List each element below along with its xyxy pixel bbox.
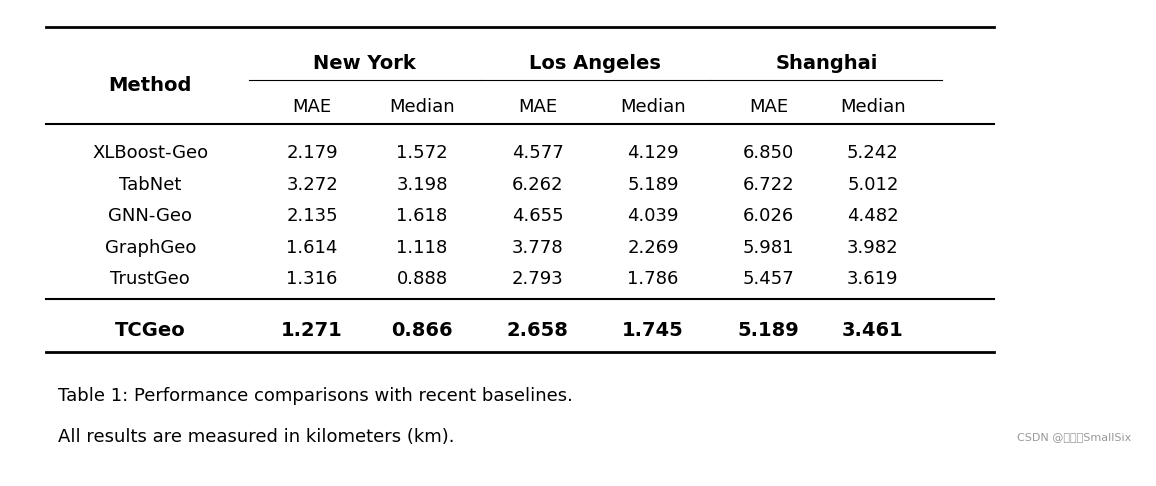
Text: 5.012: 5.012 bbox=[847, 175, 898, 194]
Text: 4.482: 4.482 bbox=[847, 207, 898, 226]
Text: 4.655: 4.655 bbox=[512, 207, 563, 226]
Text: All results are measured in kilometers (km).: All results are measured in kilometers (… bbox=[58, 428, 454, 447]
Text: 5.242: 5.242 bbox=[847, 144, 898, 162]
Text: New York: New York bbox=[313, 53, 415, 73]
Text: 6.850: 6.850 bbox=[743, 144, 794, 162]
Text: TCGeo: TCGeo bbox=[114, 321, 186, 340]
Text: GraphGeo: GraphGeo bbox=[104, 239, 197, 257]
Text: 2.793: 2.793 bbox=[512, 270, 563, 289]
Text: 5.457: 5.457 bbox=[743, 270, 794, 289]
Text: 1.618: 1.618 bbox=[397, 207, 447, 226]
Text: Median: Median bbox=[390, 98, 454, 116]
Text: Table 1: Performance comparisons with recent baselines.: Table 1: Performance comparisons with re… bbox=[58, 387, 572, 405]
Text: Median: Median bbox=[621, 98, 686, 116]
Text: GNN-Geo: GNN-Geo bbox=[109, 207, 192, 226]
Text: 5.189: 5.189 bbox=[738, 321, 800, 340]
Text: 3.198: 3.198 bbox=[397, 175, 447, 194]
Text: 1.271: 1.271 bbox=[281, 321, 343, 340]
Text: 0.866: 0.866 bbox=[391, 321, 453, 340]
Text: 1.745: 1.745 bbox=[622, 321, 684, 340]
Text: MAE: MAE bbox=[749, 98, 788, 116]
Text: 5.189: 5.189 bbox=[628, 175, 679, 194]
Text: 4.129: 4.129 bbox=[628, 144, 679, 162]
Text: TrustGeo: TrustGeo bbox=[111, 270, 190, 289]
Text: 6.722: 6.722 bbox=[743, 175, 794, 194]
Text: 0.888: 0.888 bbox=[397, 270, 447, 289]
Text: TabNet: TabNet bbox=[119, 175, 181, 194]
Text: MAE: MAE bbox=[518, 98, 557, 116]
Text: Los Angeles: Los Angeles bbox=[529, 53, 661, 73]
Text: 3.982: 3.982 bbox=[847, 239, 898, 257]
Text: Median: Median bbox=[840, 98, 905, 116]
Text: XLBoost-Geo: XLBoost-Geo bbox=[92, 144, 208, 162]
Text: 3.778: 3.778 bbox=[512, 239, 563, 257]
Text: 5.981: 5.981 bbox=[743, 239, 794, 257]
Text: 1.786: 1.786 bbox=[628, 270, 679, 289]
Text: 1.572: 1.572 bbox=[397, 144, 447, 162]
Text: 2.269: 2.269 bbox=[628, 239, 679, 257]
Text: 2.658: 2.658 bbox=[506, 321, 569, 340]
Text: 6.262: 6.262 bbox=[512, 175, 563, 194]
Text: 1.118: 1.118 bbox=[397, 239, 447, 257]
Text: 4.039: 4.039 bbox=[628, 207, 679, 226]
Text: 1.614: 1.614 bbox=[287, 239, 338, 257]
Text: 3.272: 3.272 bbox=[287, 175, 338, 194]
Text: 1.316: 1.316 bbox=[287, 270, 338, 289]
Text: CSDN @别致的SmallSix: CSDN @别致的SmallSix bbox=[1017, 433, 1132, 442]
Text: 4.577: 4.577 bbox=[512, 144, 563, 162]
Text: 6.026: 6.026 bbox=[743, 207, 794, 226]
Text: 3.619: 3.619 bbox=[847, 270, 898, 289]
Text: MAE: MAE bbox=[292, 98, 332, 116]
Text: 2.135: 2.135 bbox=[287, 207, 338, 226]
Text: Shanghai: Shanghai bbox=[776, 53, 877, 73]
Text: 2.179: 2.179 bbox=[287, 144, 338, 162]
Text: 3.461: 3.461 bbox=[842, 321, 904, 340]
Text: Method: Method bbox=[109, 75, 192, 95]
